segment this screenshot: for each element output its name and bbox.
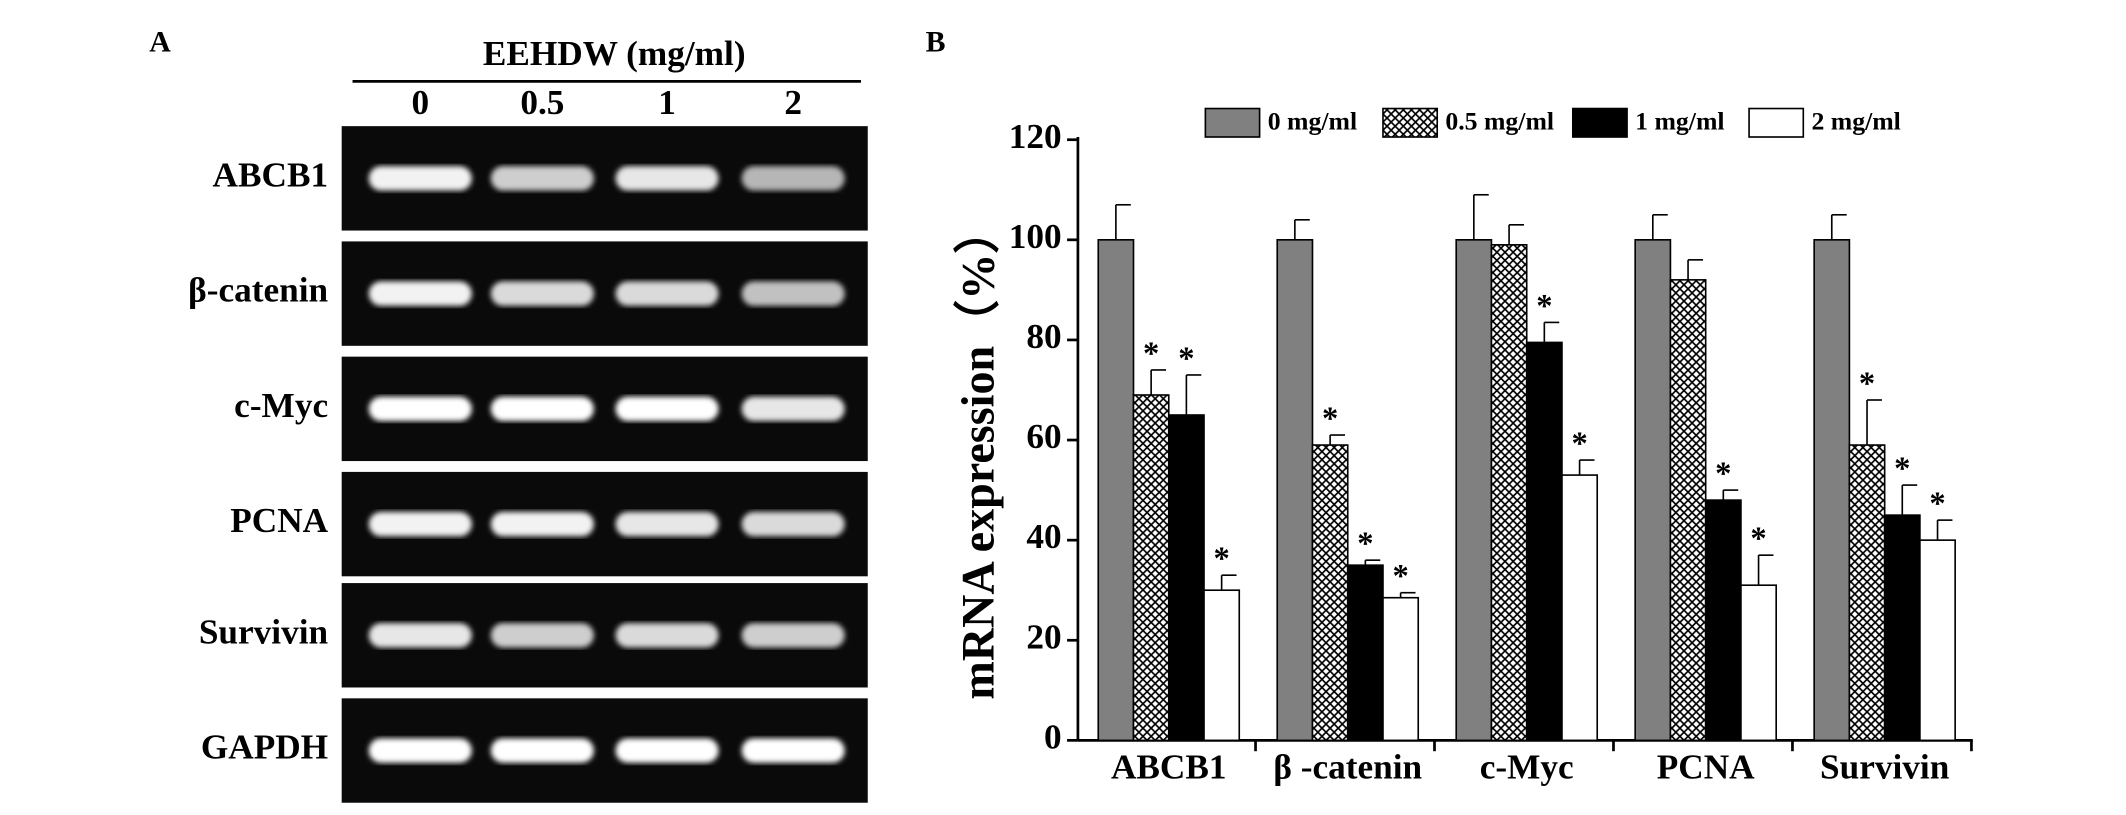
y-tick-label: 40	[1026, 517, 1061, 556]
gel-band	[490, 281, 594, 306]
x-tick-label: PCNA	[1657, 747, 1755, 786]
gel-band	[615, 511, 719, 537]
y-axis-label: mRNA expression（%）	[953, 208, 1004, 700]
x-tick-label: c-Myc	[1480, 747, 1574, 786]
significance-mark: *	[1929, 486, 1945, 522]
significance-mark: *	[1322, 401, 1338, 437]
bar	[1490, 244, 1528, 742]
bar	[1132, 394, 1170, 742]
legend-swatch	[1204, 107, 1261, 138]
gel-band	[615, 396, 719, 422]
significance-mark: *	[1357, 526, 1373, 562]
gel-band	[368, 396, 472, 422]
row-label: β-catenin	[188, 271, 328, 310]
significance-mark: *	[1571, 426, 1587, 462]
x-tick-label: Survivin	[1820, 747, 1950, 786]
legend-swatch	[1571, 107, 1628, 138]
panel-label: A	[149, 26, 171, 59]
significance-mark: *	[1894, 451, 1910, 487]
gel-band	[741, 623, 845, 648]
bar	[1203, 589, 1241, 742]
lane-label: 1	[658, 83, 676, 122]
legend-label: 1 mg/ml	[1635, 106, 1724, 135]
legend-label: 0.5 mg/ml	[1445, 106, 1554, 135]
gel-band	[490, 166, 594, 191]
lane-label: 2	[784, 83, 802, 122]
y-tick-label: 20	[1026, 617, 1061, 656]
bar	[1167, 414, 1205, 742]
row-label: GAPDH	[201, 728, 328, 767]
x-tick-label: ABCB1	[1111, 747, 1227, 786]
gel-band	[368, 511, 472, 537]
lane-label: 0.5	[520, 83, 564, 122]
gel-band	[368, 623, 472, 648]
gel-header: EEHDW (mg/ml)	[483, 34, 746, 73]
significance-mark: *	[1859, 366, 1875, 402]
legend-swatch	[1748, 107, 1805, 138]
gel-band	[490, 623, 594, 648]
gel-band	[741, 166, 845, 191]
legend-label: 0 mg/ml	[1268, 106, 1357, 135]
y-tick-label: 80	[1026, 317, 1061, 356]
bar	[1883, 514, 1921, 742]
bar	[1097, 239, 1135, 742]
gel-band	[490, 511, 594, 537]
panel-label: B	[926, 26, 946, 59]
bar	[1346, 564, 1384, 742]
significance-mark: *	[1392, 559, 1408, 595]
bar	[1525, 341, 1563, 742]
significance-mark: *	[1715, 456, 1731, 492]
bar	[1382, 596, 1420, 742]
gel-band	[368, 166, 472, 191]
y-tick-label: 120	[1009, 117, 1062, 156]
bar	[1311, 444, 1349, 742]
gel-band	[490, 738, 594, 763]
gel-band	[615, 166, 719, 191]
gel-band	[368, 281, 472, 306]
bar	[1704, 499, 1742, 742]
gel-band	[615, 623, 719, 648]
bar	[1813, 239, 1851, 742]
significance-mark: *	[1178, 341, 1194, 377]
legend-swatch	[1382, 107, 1439, 138]
gel-band	[615, 738, 719, 763]
y-tick-label: 0	[1044, 717, 1062, 756]
y-tick-label: 60	[1026, 417, 1061, 456]
significance-mark: *	[1214, 541, 1230, 577]
bar	[1740, 584, 1777, 742]
gel-band	[741, 396, 845, 422]
bar	[1669, 279, 1707, 742]
row-label: ABCB1	[213, 155, 329, 194]
significance-mark: *	[1536, 288, 1552, 324]
row-label: c-Myc	[234, 386, 328, 425]
bar	[1561, 474, 1599, 742]
lane-label: 0	[412, 83, 430, 122]
bar	[1848, 444, 1886, 742]
gel-band	[741, 281, 845, 306]
gel-band	[368, 738, 472, 763]
significance-mark: *	[1750, 521, 1766, 557]
legend-label: 2 mg/ml	[1811, 106, 1900, 135]
x-tick-label: β -catenin	[1273, 747, 1422, 786]
row-label: PCNA	[230, 501, 328, 540]
y-tick-label: 100	[1009, 217, 1062, 256]
row-label: Survivin	[199, 612, 329, 651]
gel-band	[490, 396, 594, 422]
bar	[1919, 539, 1956, 742]
bar	[1276, 239, 1314, 742]
gel-band	[741, 511, 845, 537]
gel-band	[741, 738, 845, 763]
gel-band	[615, 281, 719, 306]
bar	[1634, 239, 1672, 742]
bar	[1455, 239, 1493, 742]
significance-mark: *	[1143, 336, 1159, 372]
